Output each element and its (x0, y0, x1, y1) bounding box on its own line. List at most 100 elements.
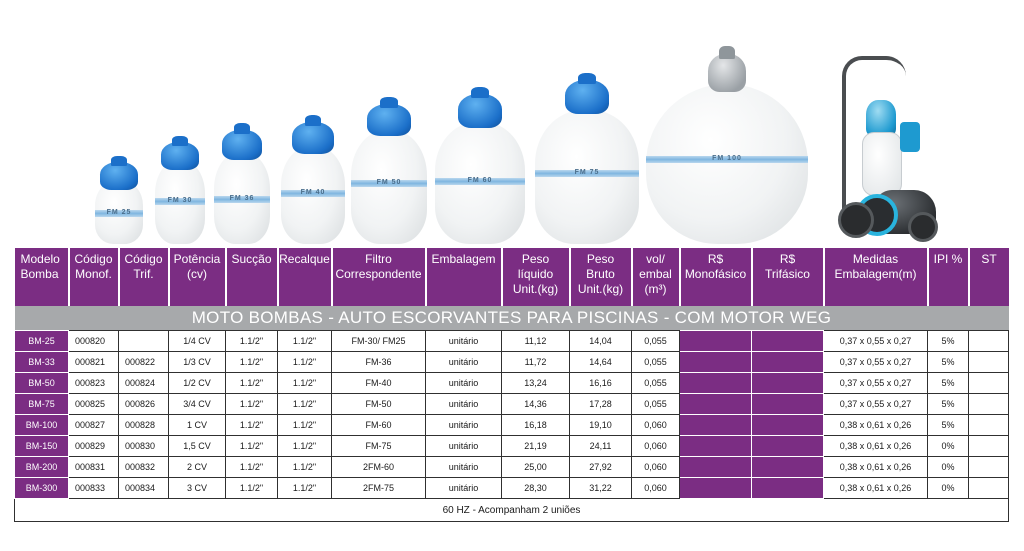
table-body: BM-25 000820 1/4 CV 1.1/2" 1.1/2" FM-30/ FM25… (14, 330, 1009, 499)
header-codigo-monof: Código Monof. (68, 248, 120, 306)
table-row: BM-33 000821 000822 1/3 CV 1.1/2" 1.1/2" FM-36… (14, 351, 1009, 373)
cell-peso-liquido: 13,24 (501, 372, 570, 394)
filter-image-fm36: FM 36 (214, 123, 270, 244)
cell-st (968, 351, 1009, 373)
cell-succao: 1.1/2" (225, 330, 278, 352)
cell-peso-liquido: 11,72 (501, 351, 570, 373)
cell-st (968, 435, 1009, 457)
cell-vol-embal: 0,055 (631, 393, 680, 415)
cell-filtro: 2FM-60 (331, 456, 426, 478)
cell-recalque: 1.1/2" (277, 414, 332, 436)
cell-rs-trifasico (751, 372, 824, 394)
cell-st (968, 414, 1009, 436)
cell-succao: 1.1/2" (225, 351, 278, 373)
header-embalagem: Embalagem (425, 248, 503, 306)
cell-rs-monofasico (679, 393, 752, 415)
cell-embalagem: unitário (425, 330, 502, 352)
cell-peso-liquido: 11,12 (501, 330, 570, 352)
header-filtro: Filtro Correspondente (331, 248, 427, 306)
header-peso-liquido: Peso líquido Unit.(kg) (501, 248, 571, 306)
cell-recalque: 1.1/2" (277, 330, 332, 352)
cell-ipi: 0% (927, 477, 969, 499)
cell-embalagem: unitário (425, 414, 502, 436)
header-medidas: Medidas Embalagem(m) (823, 248, 929, 306)
product-photo-strip: FM 25 FM 30 FM 36 FM 40 FM 50 FM 60 FM 7… (0, 0, 1024, 248)
cell-codigo-trif: 000822 (118, 351, 169, 373)
pump-cart-image (834, 52, 944, 248)
cell-codigo-monof: 000820 (68, 330, 119, 352)
cell-modelo: BM-75 (14, 393, 69, 415)
cell-codigo-monof: 000831 (68, 456, 119, 478)
cell-succao: 1.1/2" (225, 372, 278, 394)
cell-rs-monofasico (679, 414, 752, 436)
cell-vol-embal: 0,060 (631, 435, 680, 457)
cell-ipi: 5% (927, 414, 969, 436)
cell-recalque: 1.1/2" (277, 393, 332, 415)
cell-succao: 1.1/2" (225, 477, 278, 499)
header-codigo-trif: Código Trif. (118, 248, 170, 306)
section-banner-row: MOTO BOMBAS - AUTO ESCORVANTES PARA PISC… (14, 306, 1009, 331)
cell-peso-liquido: 25,00 (501, 456, 570, 478)
cell-potencia: 1,5 CV (168, 435, 226, 457)
cell-succao: 1.1/2" (225, 435, 278, 457)
cell-recalque: 1.1/2" (277, 372, 332, 394)
cell-st (968, 393, 1009, 415)
header-ipi: IPI % (927, 248, 970, 306)
cell-codigo-monof: 000827 (68, 414, 119, 436)
cell-rs-trifasico (751, 414, 824, 436)
header-succao: Sucção (225, 248, 279, 306)
cell-rs-trifasico (751, 456, 824, 478)
cell-filtro: FM-60 (331, 414, 426, 436)
cell-peso-liquido: 16,18 (501, 414, 570, 436)
cell-peso-bruto: 27,92 (569, 456, 632, 478)
cell-peso-bruto: 17,28 (569, 393, 632, 415)
cell-modelo: BM-300 (14, 477, 69, 499)
cell-peso-bruto: 14,04 (569, 330, 632, 352)
cell-peso-bruto: 24,11 (569, 435, 632, 457)
cell-peso-bruto: 19,10 (569, 414, 632, 436)
cell-codigo-trif: 000824 (118, 372, 169, 394)
cell-modelo: BM-150 (14, 435, 69, 457)
cell-ipi: 0% (927, 435, 969, 457)
cell-codigo-trif: 000832 (118, 456, 169, 478)
cell-potencia: 3/4 CV (168, 393, 226, 415)
cell-codigo-trif: 000826 (118, 393, 169, 415)
cell-codigo-monof: 000821 (68, 351, 119, 373)
cell-filtro: FM-40 (331, 372, 426, 394)
cell-medidas: 0,38 x 0,61 x 0,26 (823, 477, 928, 499)
cell-medidas: 0,37 x 0,55 x 0,27 (823, 330, 928, 352)
cell-st (968, 456, 1009, 478)
filter-image-fm50: FM 50 (351, 96, 427, 244)
cell-codigo-trif: 000828 (118, 414, 169, 436)
cell-modelo: BM-33 (14, 351, 69, 373)
cell-vol-embal: 0,055 (631, 351, 680, 373)
cell-peso-liquido: 14,36 (501, 393, 570, 415)
cell-potencia: 1/2 CV (168, 372, 226, 394)
cell-succao: 1.1/2" (225, 456, 278, 478)
cell-filtro: FM-36 (331, 351, 426, 373)
cell-medidas: 0,38 x 0,61 x 0,26 (823, 456, 928, 478)
cell-medidas: 0,37 x 0,55 x 0,27 (823, 372, 928, 394)
filter-image-fm100: FM 100 (646, 45, 808, 244)
table-row: BM-100 000827 000828 1 CV 1.1/2" 1.1/2" FM-60 u… (14, 414, 1009, 436)
cell-rs-monofasico (679, 372, 752, 394)
table-row: BM-25 000820 1/4 CV 1.1/2" 1.1/2" FM-30/ FM25… (14, 330, 1009, 352)
header-rs-monofasico: R$ Monofásico (679, 248, 753, 306)
filter-image-fm60: FM 60 (435, 86, 525, 244)
cell-vol-embal: 0,055 (631, 372, 680, 394)
table-row: BM-50 000823 000824 1/2 CV 1.1/2" 1.1/2" FM-40… (14, 372, 1009, 394)
cell-modelo: BM-25 (14, 330, 69, 352)
cell-embalagem: unitário (425, 372, 502, 394)
cell-recalque: 1.1/2" (277, 477, 332, 499)
cell-embalagem: unitário (425, 456, 502, 478)
cell-ipi: 5% (927, 393, 969, 415)
table-row: BM-300 000833 000834 3 CV 1.1/2" 1.1/2" 2FM-75… (14, 477, 1009, 499)
cell-ipi: 0% (927, 456, 969, 478)
cell-embalagem: unitário (425, 351, 502, 373)
table-row: BM-150 000829 000830 1,5 CV 1.1/2" 1.1/2" FM-7… (14, 435, 1009, 457)
cell-peso-liquido: 21,19 (501, 435, 570, 457)
cell-recalque: 1.1/2" (277, 456, 332, 478)
cell-filtro: FM-30/ FM25 (331, 330, 426, 352)
cell-potencia: 3 CV (168, 477, 226, 499)
cell-medidas: 0,37 x 0,55 x 0,27 (823, 393, 928, 415)
